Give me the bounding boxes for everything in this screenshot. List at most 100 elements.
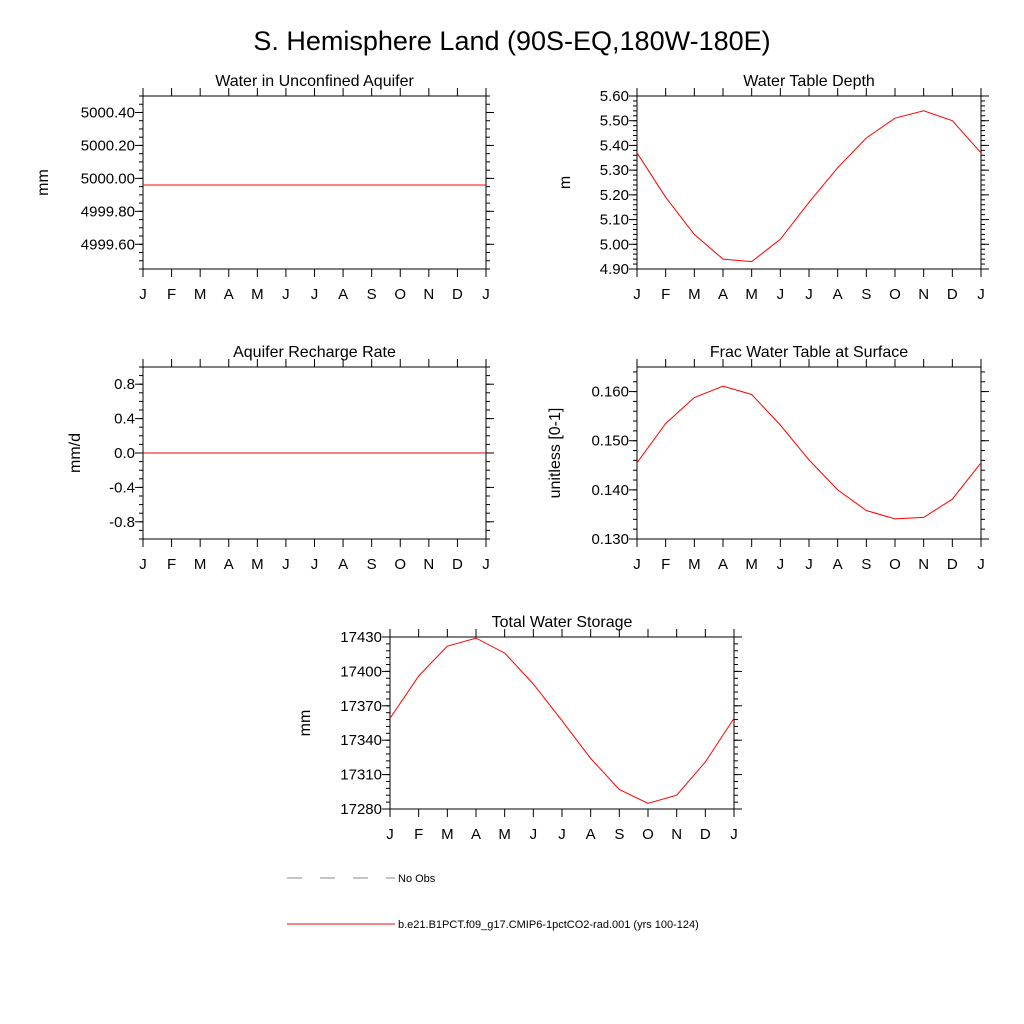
x-tick-label: J — [805, 556, 813, 573]
x-tick-label: J — [311, 556, 319, 573]
x-tick-label: M — [194, 556, 207, 573]
x-tick-label: J — [777, 556, 785, 573]
y-tick-label: 5.10 — [600, 212, 629, 229]
x-tick-label: A — [718, 286, 728, 303]
y-tick-label: -0.8 — [109, 514, 135, 531]
y-tick-label: 17310 — [340, 767, 382, 784]
x-tick-label: A — [586, 826, 596, 843]
x-tick-label: O — [394, 556, 406, 573]
x-tick-label: J — [558, 826, 566, 843]
y-tick-label: 5000.00 — [81, 170, 135, 187]
figure-title: S. Hemisphere Land (90S-EQ,180W-180E) — [253, 26, 770, 56]
x-tick-label: M — [251, 556, 264, 573]
x-tick-label: A — [471, 826, 481, 843]
legend-entry-1: No Obs — [287, 873, 436, 885]
x-tick-label: M — [498, 826, 511, 843]
x-tick-label: F — [167, 286, 176, 303]
panel-title: Total Water Storage — [492, 614, 633, 631]
x-tick-label: M — [194, 286, 207, 303]
x-tick-label: J — [805, 286, 813, 303]
x-tick-label: N — [918, 556, 929, 573]
x-tick-label: S — [367, 286, 377, 303]
y-tick-label: 5000.20 — [81, 137, 135, 154]
x-tick-label: J — [777, 286, 785, 303]
x-tick-label: O — [889, 556, 901, 573]
y-tick-label: 0.130 — [591, 531, 629, 548]
x-tick-label: D — [947, 556, 958, 573]
y-tick-label: 5.00 — [600, 236, 629, 253]
x-tick-label: J — [386, 826, 394, 843]
y-axis-label: unitless [0-1] — [547, 408, 564, 499]
y-axis-label: mm/d — [67, 433, 84, 473]
x-tick-label: M — [745, 286, 758, 303]
x-tick-label: D — [452, 556, 463, 573]
y-axis-label: m — [557, 176, 574, 189]
y-tick-label: 5.40 — [600, 137, 629, 154]
x-tick-label: F — [167, 556, 176, 573]
series-line-1 — [389, 637, 735, 804]
x-tick-label: A — [224, 556, 234, 573]
x-tick-label: F — [661, 556, 670, 573]
y-tick-label: 17400 — [340, 663, 382, 680]
x-tick-label: J — [482, 556, 490, 573]
x-tick-label: M — [441, 826, 454, 843]
x-tick-label: D — [452, 286, 463, 303]
x-tick-label: D — [947, 286, 958, 303]
x-tick-label: J — [282, 286, 290, 303]
x-tick-label: M — [688, 556, 701, 573]
y-tick-label: 4999.60 — [81, 236, 135, 253]
y-tick-label: 5.20 — [600, 187, 629, 204]
x-tick-label: M — [688, 286, 701, 303]
x-tick-label: J — [977, 286, 985, 303]
x-tick-label: S — [861, 556, 871, 573]
x-tick-label: S — [367, 556, 377, 573]
x-tick-label: F — [661, 286, 670, 303]
y-tick-label: 5.60 — [600, 88, 629, 105]
y-tick-label: 17430 — [340, 629, 382, 646]
x-tick-label: M — [251, 286, 264, 303]
x-tick-label: A — [338, 556, 348, 573]
plot-frame — [142, 95, 487, 270]
y-tick-label: 5.50 — [600, 113, 629, 130]
y-tick-label: 0.140 — [591, 482, 629, 499]
x-tick-label: S — [614, 826, 624, 843]
panel-title: Water Table Depth — [743, 73, 875, 90]
y-tick-label: 5.30 — [600, 162, 629, 179]
legend-label: No Obs — [398, 873, 436, 885]
y-tick-label: 4999.80 — [81, 203, 135, 220]
legend-entry-2: b.e21.B1PCT.f09_g17.CMIP6-1pctCO2-rad.00… — [287, 919, 699, 931]
x-tick-label: J — [633, 286, 641, 303]
plot-frame — [389, 636, 735, 810]
y-tick-label: 0.150 — [591, 433, 629, 450]
panel-title: Frac Water Table at Surface — [710, 344, 908, 361]
x-tick-label: J — [730, 826, 738, 843]
x-tick-label: J — [282, 556, 290, 573]
x-tick-label: J — [311, 286, 319, 303]
x-tick-label: A — [224, 286, 234, 303]
y-tick-label: 0.8 — [114, 376, 135, 393]
legend-label: b.e21.B1PCT.f09_g17.CMIP6-1pctCO2-rad.00… — [398, 919, 699, 931]
y-tick-label: 0.0 — [114, 445, 135, 462]
panel-title: Aquifer Recharge Rate — [233, 344, 396, 361]
panel-4: Frac Water Table at Surface unitless [0-1… — [547, 344, 989, 573]
x-tick-label: J — [482, 286, 490, 303]
x-tick-label: J — [633, 556, 641, 573]
x-tick-label: N — [918, 286, 929, 303]
y-tick-label: 4.90 — [600, 261, 629, 278]
panel-title: Water in Unconfined Aquifer — [215, 73, 414, 90]
y-tick-label: 17280 — [340, 801, 382, 818]
x-tick-label: O — [394, 286, 406, 303]
x-tick-label: J — [977, 556, 985, 573]
series-line-1 — [636, 385, 982, 520]
x-tick-label: F — [414, 826, 423, 843]
plot-frame — [636, 95, 982, 270]
y-tick-label: 0.160 — [591, 384, 629, 401]
x-tick-label: A — [718, 556, 728, 573]
x-tick-label: M — [745, 556, 758, 573]
x-tick-label: A — [833, 556, 843, 573]
